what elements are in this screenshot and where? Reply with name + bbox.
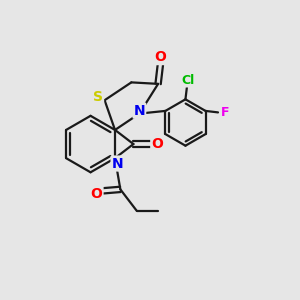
Text: Cl: Cl — [181, 74, 194, 86]
Text: N: N — [134, 103, 145, 118]
Text: S: S — [93, 90, 103, 104]
Text: F: F — [220, 106, 229, 119]
Text: N: N — [112, 157, 123, 170]
Text: O: O — [151, 137, 163, 151]
Text: O: O — [154, 50, 166, 64]
Text: O: O — [91, 187, 103, 201]
